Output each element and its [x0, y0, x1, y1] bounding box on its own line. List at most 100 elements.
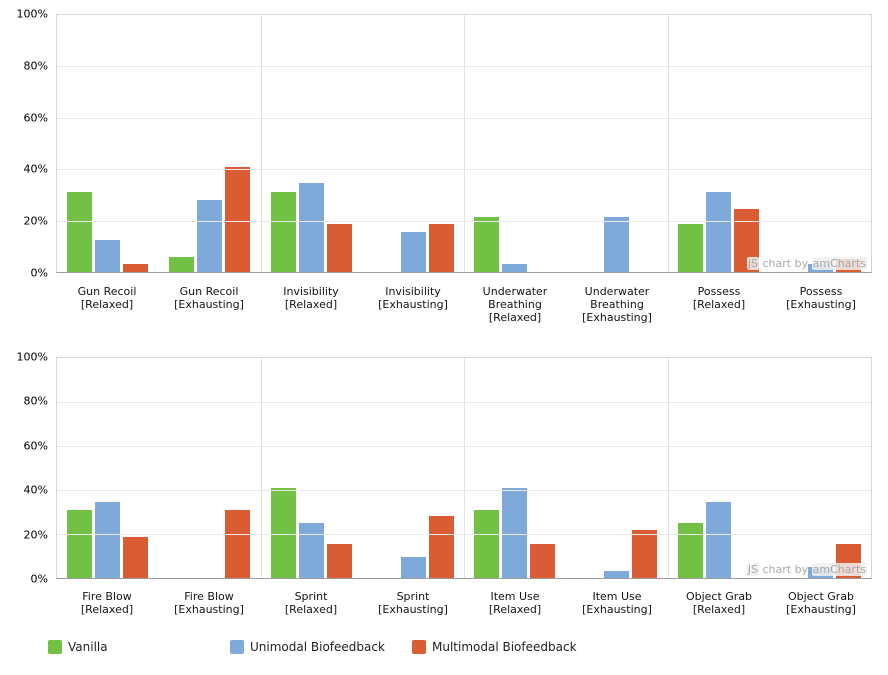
y-tick-label: 0% [30, 572, 48, 586]
y-tick-label: 0% [30, 266, 48, 280]
category-label: Gun Recoil [Relaxed] [77, 285, 137, 311]
category-label: Sprint [Exhausting] [378, 590, 448, 616]
legend-item-vanilla[interactable]: Vanilla [48, 640, 230, 654]
category-label: Sprint [Relaxed] [284, 590, 338, 616]
bar-multimodal-biofeedback[interactable] [123, 264, 149, 272]
legend-label: Unimodal Biofeedback [250, 640, 385, 654]
gridline-vertical [667, 358, 669, 578]
bar-unimodal-biofeedback[interactable] [502, 487, 528, 578]
bar-multimodal-biofeedback[interactable] [428, 224, 454, 272]
bar-group [159, 358, 261, 578]
bar-vanilla[interactable] [474, 509, 500, 578]
gridline-vertical [464, 15, 465, 272]
bar-group [362, 358, 464, 578]
y-tick-label: 100% [16, 7, 48, 21]
gridline-vertical [260, 15, 262, 272]
chart-legend: Vanilla Unimodal Biofeedback Multimodal Bi… [48, 640, 594, 654]
legend-swatch [230, 640, 244, 654]
y-tick-label: 60% [23, 439, 48, 453]
y-tick-label: 20% [23, 214, 48, 228]
y-tick-label: 60% [23, 111, 48, 125]
y-tick-label: 80% [23, 394, 48, 408]
bar-multimodal-biofeedback[interactable] [225, 509, 251, 578]
bar-vanilla[interactable] [67, 509, 93, 578]
bar-unimodal-biofeedback[interactable] [298, 183, 324, 272]
legend-label: Multimodal Biofeedback [432, 640, 577, 654]
bar-unimodal-biofeedback[interactable] [502, 264, 528, 272]
bar-multimodal-biofeedback[interactable] [530, 543, 556, 578]
bar-multimodal-biofeedback[interactable] [428, 516, 454, 578]
bar-group [566, 358, 668, 578]
watermark-middle: chart by [759, 257, 812, 270]
bar-unimodal-biofeedback[interactable] [197, 200, 223, 272]
gridline-vertical [260, 358, 262, 578]
category-label: Invisibility [Exhausting] [378, 285, 448, 311]
plot-area-chart-1: JS chart by amCharts [56, 14, 872, 273]
plot-area-chart-2: JS chart by amCharts [56, 357, 872, 579]
bar-vanilla[interactable] [270, 487, 296, 578]
y-axis-chart-2: 0% 20% 40% 60% 80% 100% [0, 351, 48, 586]
y-tick-label: 80% [23, 59, 48, 73]
bar-multimodal-biofeedback[interactable] [326, 224, 352, 272]
bar-multimodal-biofeedback[interactable] [225, 166, 251, 272]
amcharts-watermark[interactable]: JS chart by amCharts [746, 563, 867, 576]
bar-unimodal-biofeedback[interactable] [705, 192, 731, 272]
category-label: Item Use [Relaxed] [488, 590, 542, 616]
bar-multimodal-biofeedback[interactable] [326, 543, 352, 578]
bar-group [769, 358, 871, 578]
legend-swatch [48, 640, 62, 654]
y-tick-label: 20% [23, 528, 48, 542]
bar-vanilla[interactable] [270, 192, 296, 272]
bar-group [57, 15, 159, 272]
category-label: Gun Recoil [Exhausting] [174, 285, 244, 311]
legend-swatch [412, 640, 426, 654]
y-axis-chart-1: 0% 20% 40% 60% 80% 100% [0, 8, 48, 280]
bar-group [261, 15, 363, 272]
bar-unimodal-biofeedback[interactable] [400, 232, 426, 272]
bar-unimodal-biofeedback[interactable] [705, 502, 731, 578]
legend-label: Vanilla [68, 640, 108, 654]
watermark-middle: chart by [759, 563, 812, 576]
bar-multimodal-biofeedback[interactable] [123, 537, 149, 578]
bar-vanilla[interactable] [677, 523, 703, 578]
category-label: Possess [Relaxed] [692, 285, 746, 311]
bar-group [464, 358, 566, 578]
bar-group [668, 358, 770, 578]
bar-unimodal-biofeedback[interactable] [95, 502, 121, 578]
y-tick-label: 40% [23, 162, 48, 176]
legend-item-multimodal-biofeedback[interactable]: Multimodal Biofeedback [412, 640, 594, 654]
bar-unimodal-biofeedback[interactable] [95, 239, 121, 272]
bar-group [566, 15, 668, 272]
category-label: Fire Blow [Exhausting] [174, 590, 244, 616]
amcharts-watermark[interactable]: JS chart by amCharts [746, 257, 867, 270]
bar-vanilla[interactable] [169, 256, 195, 272]
category-axis-chart-1: Gun Recoil [Relaxed] Gun Recoil [Exhausti… [56, 285, 872, 324]
bar-vanilla[interactable] [677, 224, 703, 272]
watermark-js: JS [746, 563, 759, 576]
bar-unimodal-biofeedback[interactable] [604, 216, 630, 272]
bar-unimodal-biofeedback[interactable] [400, 557, 426, 578]
watermark-amcharts: amCharts [811, 257, 867, 270]
bar-multimodal-biofeedback[interactable] [632, 529, 658, 578]
bar-vanilla[interactable] [474, 216, 500, 272]
category-label: Object Grab [Exhausting] [786, 590, 856, 616]
gridline-vertical [464, 358, 465, 578]
bar-group [769, 15, 871, 272]
watermark-amcharts: amCharts [811, 563, 867, 576]
bar-group [159, 15, 261, 272]
bar-unimodal-biofeedback[interactable] [298, 523, 324, 578]
watermark-js: JS [746, 257, 759, 270]
gridline-vertical [667, 15, 669, 272]
bar-group [261, 358, 363, 578]
bar-vanilla[interactable] [67, 192, 93, 272]
y-tick-label: 100% [16, 350, 48, 364]
legend-item-unimodal-biofeedback[interactable]: Unimodal Biofeedback [230, 640, 412, 654]
bar-group [668, 15, 770, 272]
category-label: Fire Blow [Relaxed] [80, 590, 134, 616]
bar-group [464, 15, 566, 272]
bar-unimodal-biofeedback[interactable] [604, 571, 630, 578]
category-label: Underwater Breathing [Relaxed] [482, 285, 548, 324]
bar-group [57, 358, 159, 578]
category-label: Invisibility [Relaxed] [283, 285, 339, 311]
